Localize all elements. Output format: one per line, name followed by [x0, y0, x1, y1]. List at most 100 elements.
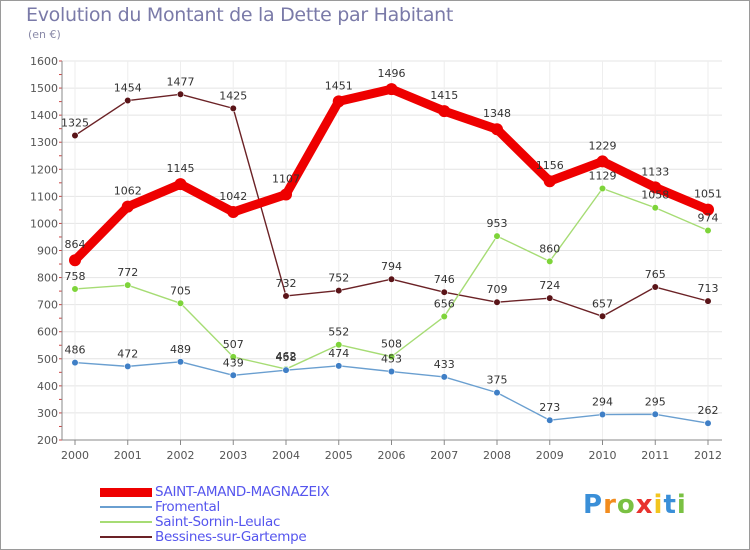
- x-tick-label: 2005: [325, 449, 353, 462]
- data-point-saint-amand-magnazeix: [121, 200, 134, 213]
- data-label-saint-sornin-leulac: 860: [539, 242, 560, 255]
- data-label-bessines-sur-gartempe: 713: [698, 282, 719, 295]
- data-label-fromental: 474: [328, 347, 349, 360]
- y-tick-label: 1400: [30, 109, 58, 122]
- data-label-saint-amand-magnazeix: 1496: [378, 67, 406, 80]
- y-tick-label: 900: [37, 245, 58, 258]
- data-label-fromental: 486: [65, 344, 86, 357]
- proxiti-logo: Proxiti: [583, 490, 687, 520]
- data-label-bessines-sur-gartempe: 752: [328, 272, 349, 285]
- y-tick-label: 1000: [30, 217, 58, 230]
- legend-swatch-fromental: [100, 506, 152, 508]
- x-tick-label: 2007: [430, 449, 458, 462]
- data-point-saint-amand-magnazeix: [438, 105, 451, 118]
- data-point-saint-sornin-leulac: [651, 204, 659, 212]
- data-point-saint-sornin-leulac: [546, 257, 554, 265]
- data-label-bessines-sur-gartempe: 709: [487, 283, 508, 296]
- data-label-saint-amand-magnazeix: 1107: [272, 172, 300, 185]
- legend-swatch-saint-amand-magnazeix: [100, 488, 152, 497]
- y-tick-label: 1200: [30, 163, 58, 176]
- data-point-bessines-sur-gartempe: [387, 275, 396, 283]
- data-label-saint-sornin-leulac: 552: [328, 326, 349, 339]
- data-point-bessines-sur-gartempe: [493, 298, 501, 306]
- data-label-bessines-sur-gartempe: 1425: [219, 89, 247, 102]
- data-label-saint-amand-magnazeix: 1042: [219, 190, 247, 203]
- data-point-bessines-sur-gartempe: [704, 297, 712, 305]
- data-point-fromental: [493, 389, 501, 397]
- data-point-fromental: [176, 358, 185, 366]
- logo-letter: i: [653, 490, 664, 520]
- data-label-fromental: 453: [381, 353, 402, 366]
- chart-title: Evolution du Montant de la Dette par Hab…: [26, 4, 454, 26]
- logo-letter: r: [603, 490, 617, 520]
- data-label-fromental: 375: [487, 374, 508, 387]
- logo-letter: i: [676, 490, 687, 520]
- data-label-saint-sornin-leulac: 772: [117, 266, 138, 279]
- axis-layer: 200 300 400 500 600 700 800 900 1000 1100 1200 1300…: [30, 55, 722, 462]
- data-label-saint-sornin-leulac: 953: [487, 217, 508, 230]
- grid-layer: [62, 60, 722, 441]
- data-point-bessines-sur-gartempe: [598, 312, 607, 320]
- data-point-bessines-sur-gartempe: [546, 294, 554, 302]
- x-tick-label: 2004: [272, 449, 300, 462]
- data-label-bessines-sur-gartempe: 1477: [167, 75, 195, 88]
- data-label-bessines-sur-gartempe: 657: [592, 297, 613, 310]
- data-point-saint-amand-magnazeix: [385, 83, 398, 96]
- data-point-saint-amand-magnazeix: [543, 175, 556, 188]
- data-label-bessines-sur-gartempe: 1325: [61, 116, 89, 129]
- data-point-fromental: [282, 366, 290, 374]
- legend-label: Bessines-sur-Gartempe: [155, 529, 307, 545]
- data-label-saint-sornin-leulac: 462: [276, 350, 297, 363]
- x-tick-label: 2006: [378, 449, 406, 462]
- y-tick-label: 800: [37, 272, 58, 285]
- data-point-fromental: [229, 371, 237, 379]
- data-label-fromental: 294: [592, 396, 613, 409]
- y-tick-label: 200: [37, 434, 58, 447]
- data-label-saint-sornin-leulac: 508: [381, 338, 402, 351]
- data-label-saint-sornin-leulac: 974: [698, 211, 719, 224]
- data-point-saint-sornin-leulac: [387, 353, 396, 361]
- data-label-fromental: 458: [276, 351, 297, 364]
- x-tick-label: 2003: [219, 449, 247, 462]
- data-label-fromental: 489: [170, 343, 191, 356]
- data-point-saint-amand-magnazeix: [702, 203, 714, 216]
- x-tick-label: 2001: [114, 449, 142, 462]
- logo-letter: t: [663, 490, 677, 520]
- data-point-fromental: [440, 373, 448, 381]
- data-label-fromental: 433: [434, 358, 455, 371]
- legend-label: Fromental: [155, 499, 220, 515]
- data-label-saint-sornin-leulac: 705: [170, 284, 191, 297]
- x-tick-label: 2002: [167, 449, 195, 462]
- y-tick-label: 1500: [30, 82, 58, 95]
- data-label-fromental: 439: [223, 356, 244, 369]
- chart-subtitle: (en €): [28, 28, 61, 41]
- data-point-bessines-sur-gartempe: [282, 292, 290, 300]
- logo-letter: x: [635, 490, 654, 520]
- legend-label: Saint-Sornin-Leulac: [155, 514, 281, 530]
- x-tick-label: 2000: [61, 449, 89, 462]
- data-point-bessines-sur-gartempe: [176, 90, 185, 98]
- data-point-bessines-sur-gartempe: [229, 104, 237, 112]
- data-point-saint-amand-magnazeix: [332, 95, 345, 108]
- y-tick-label: 600: [37, 326, 58, 339]
- data-label-fromental: 262: [698, 404, 719, 417]
- series-layer: [69, 83, 714, 427]
- data-label-fromental: 273: [539, 401, 560, 414]
- data-point-bessines-sur-gartempe: [124, 96, 132, 105]
- data-label-saint-sornin-leulac: 1058: [641, 189, 669, 202]
- data-point-saint-amand-magnazeix: [649, 181, 662, 194]
- data-label-bessines-sur-gartempe: 746: [434, 273, 455, 286]
- data-label-bessines-sur-gartempe: 724: [539, 279, 560, 292]
- data-label-bessines-sur-gartempe: 1454: [114, 82, 142, 95]
- data-point-saint-amand-magnazeix: [69, 254, 81, 267]
- data-point-fromental: [598, 410, 607, 419]
- logo-letter: P: [583, 490, 604, 520]
- data-label-saint-amand-magnazeix: 1062: [114, 185, 142, 198]
- data-point-saint-sornin-leulac: [229, 353, 237, 361]
- data-point-saint-sornin-leulac: [176, 299, 185, 307]
- data-point-fromental: [124, 362, 132, 370]
- data-label-saint-sornin-leulac: 1129: [589, 170, 617, 183]
- data-label-fromental: 295: [645, 395, 666, 408]
- legend-swatch-saint-sornin-leulac: [100, 521, 152, 523]
- data-label-layer: 1325 1454 1477 1425 732 752 794 746 709 724 657 765…: [61, 67, 722, 417]
